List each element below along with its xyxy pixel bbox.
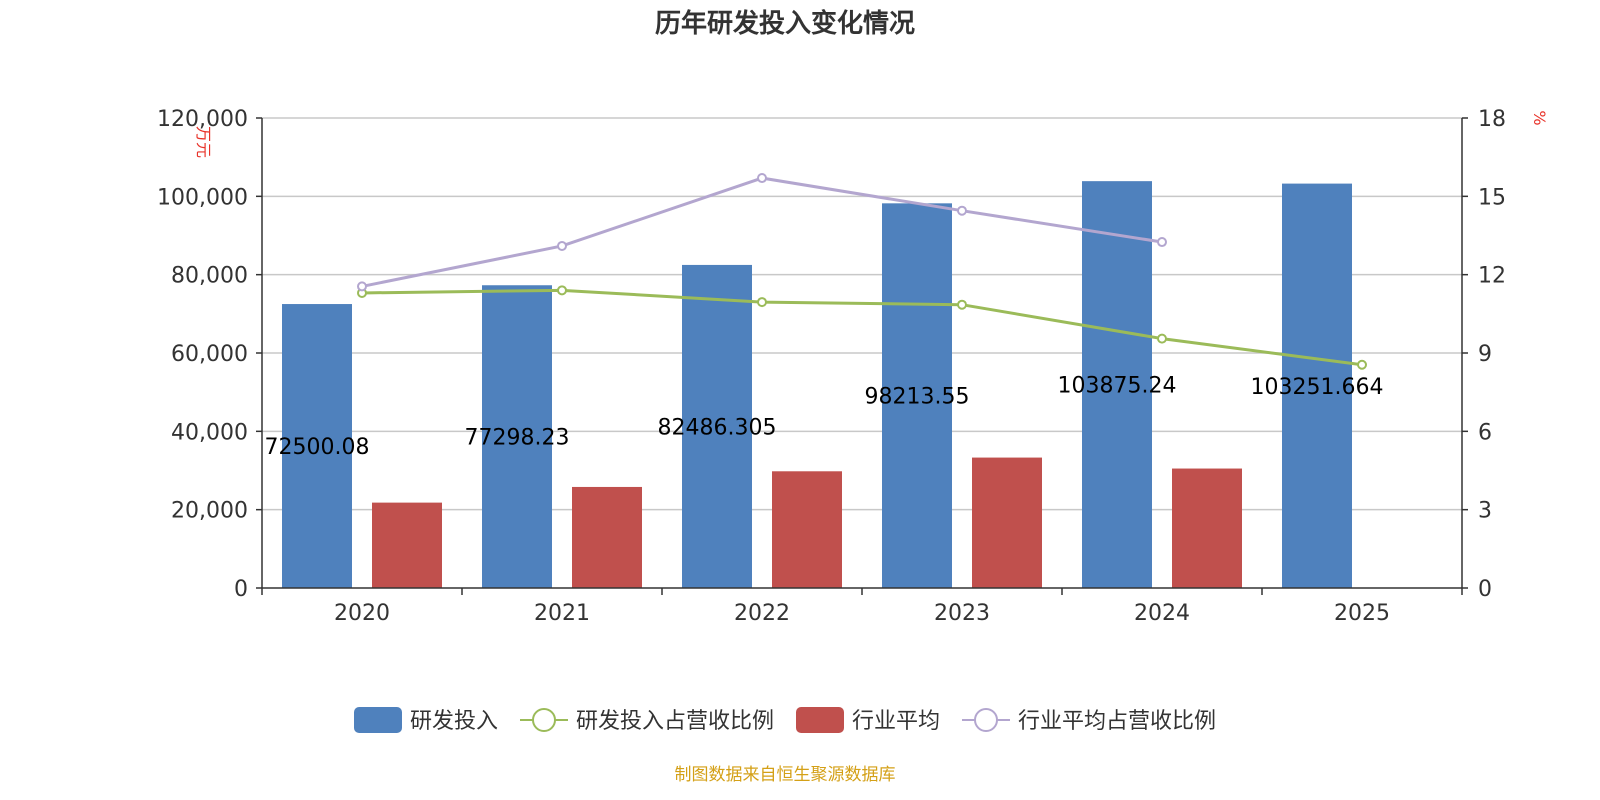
x-tick-label: 2023 [934, 601, 990, 626]
chart-title: 历年研发投入变化情况 [655, 8, 915, 39]
legend-marker [974, 708, 998, 732]
line-point [357, 281, 367, 292]
bar [1172, 468, 1242, 588]
bar [882, 203, 952, 588]
bar-data-label: 103251.664 [1251, 375, 1384, 400]
legend-swatch [796, 707, 844, 733]
x-tick-label: 2025 [1334, 601, 1390, 626]
bar-data-label: 98213.55 [865, 385, 970, 410]
left-tick-label: 80,000 [171, 264, 248, 289]
bar [682, 264, 752, 588]
right-tick-label: 9 [1478, 342, 1492, 367]
x-tick-label: 2021 [534, 601, 590, 626]
line-point [557, 240, 567, 251]
line-point [957, 299, 967, 310]
line-point [1157, 237, 1167, 248]
line-point [757, 173, 767, 184]
grid [262, 117, 1462, 511]
bar [372, 502, 442, 588]
legend[interactable]: 研发投入 研发投入占营收比例 行业平均 行业平均占营收比例 [354, 707, 1216, 734]
bars [282, 181, 1352, 588]
left-axis-unit: 万元 [194, 126, 213, 158]
left-tick-label: 20,000 [171, 499, 248, 524]
line-point [957, 205, 967, 216]
right-axis-unit: % [1530, 110, 1549, 125]
bar-data-label: 103875.24 [1058, 374, 1177, 399]
right-tick-label: 3 [1478, 499, 1492, 524]
axes: 0 20,000 40,000 60,000 80,000 100,000 120,000 0… [157, 107, 1506, 626]
lines [357, 173, 1367, 370]
legend-label[interactable]: 行业平均 [852, 709, 940, 734]
right-tick-label: 15 [1478, 185, 1506, 210]
right-tick-label: 0 [1478, 577, 1492, 602]
left-tick-label: 60,000 [171, 342, 248, 367]
bar [1082, 181, 1152, 588]
series-line [361, 176, 1163, 288]
right-tick-label: 12 [1478, 264, 1506, 289]
line-point [1357, 359, 1367, 370]
legend-label[interactable]: 研发投入 [410, 709, 498, 734]
x-tick-label: 2020 [334, 601, 390, 626]
left-tick-label: 100,000 [157, 185, 248, 210]
bar [572, 486, 642, 588]
source-note: 制图数据来自恒生聚源数据库 [675, 765, 896, 785]
bar-data-label: 82486.305 [658, 415, 777, 440]
line-point [757, 297, 767, 308]
legend-label[interactable]: 研发投入占营收比例 [576, 709, 774, 734]
legend-label[interactable]: 行业平均占营收比例 [1018, 709, 1216, 734]
bar [282, 304, 352, 588]
line-point [1157, 333, 1167, 344]
left-tick-label: 0 [234, 577, 248, 602]
bar-data-label: 72500.08 [265, 435, 370, 460]
bar [1282, 183, 1352, 588]
data-labels: 72500.08 77298.23 82486.305 98213.55 103875.… [265, 374, 1384, 460]
x-tick-label: 2022 [734, 601, 790, 626]
series-line [361, 288, 1363, 367]
bar [482, 285, 552, 588]
bar-data-label: 77298.23 [465, 426, 570, 451]
x-tick-label: 2024 [1134, 601, 1190, 626]
left-tick-label: 120,000 [157, 107, 248, 132]
line-point [557, 285, 567, 296]
bar [772, 471, 842, 588]
right-tick-label: 18 [1478, 107, 1506, 132]
legend-swatch [354, 707, 402, 733]
right-tick-label: 6 [1478, 420, 1492, 445]
left-tick-label: 40,000 [171, 420, 248, 445]
bar [972, 457, 1042, 588]
legend-marker [532, 708, 556, 732]
